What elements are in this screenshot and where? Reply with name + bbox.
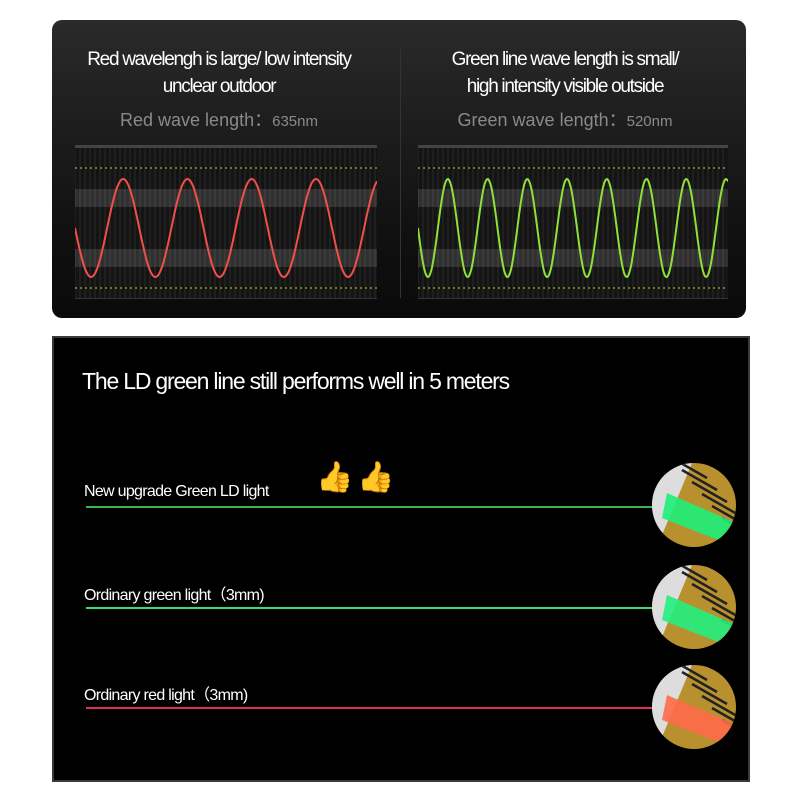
green-headline: Green line wave length is small/high int… (400, 46, 730, 100)
red-headline-line-1: Red wavelengh is large/ low intensity (87, 49, 352, 70)
beam-line-ordinary-red (86, 707, 661, 709)
green-wavelength-value: 520nm (626, 113, 673, 130)
red-oscilloscope (75, 145, 377, 299)
green-oscilloscope (418, 145, 728, 299)
row-label-ld-green: New upgrade Green LD light (84, 483, 269, 500)
green-headline-line-1: Green line wave length is small/ (451, 49, 680, 70)
divider (400, 48, 401, 298)
wavelength-comparison-panel: Red wavelengh is large/ low intensity unc… (52, 20, 746, 318)
red-wavelength: Red wave length：635nm (54, 106, 384, 132)
wave-trace (418, 177, 728, 279)
beam-line-ld-green (86, 506, 661, 508)
thumbs-up-icon: 👍 (316, 461, 354, 494)
row-label-ordinary-red: Ordinary red light（3mm) (84, 687, 248, 704)
red-wavelength-label: Red wave length： (120, 110, 273, 130)
ruler-closeup-ordinary-green (652, 565, 736, 649)
thumbs-up-icon: 👍 (357, 461, 395, 494)
distance-comparison-panel: The LD green line still performs well in… (52, 336, 750, 782)
beam-line-ordinary-green (86, 607, 661, 609)
red-headline: Red wavelengh is large/ low intensity unc… (54, 46, 384, 100)
panel-title: The LD green line still performs well in… (82, 368, 510, 394)
red-wavelength-value: 635nm (272, 113, 318, 130)
ruler-closeup-ld-green (652, 463, 736, 547)
ruler-closeup-ordinary-red (652, 665, 736, 749)
wave-trace (75, 177, 377, 279)
red-headline-line-2: unclear outdoor (162, 76, 277, 97)
green-wavelength: Green wave length：520nm (400, 106, 730, 132)
green-headline-line-2: high intensity visible outside (466, 76, 665, 97)
row-label-ordinary-green: Ordinary green light（3mm) (84, 587, 265, 604)
green-wavelength-label: Green wave length： (457, 110, 627, 130)
